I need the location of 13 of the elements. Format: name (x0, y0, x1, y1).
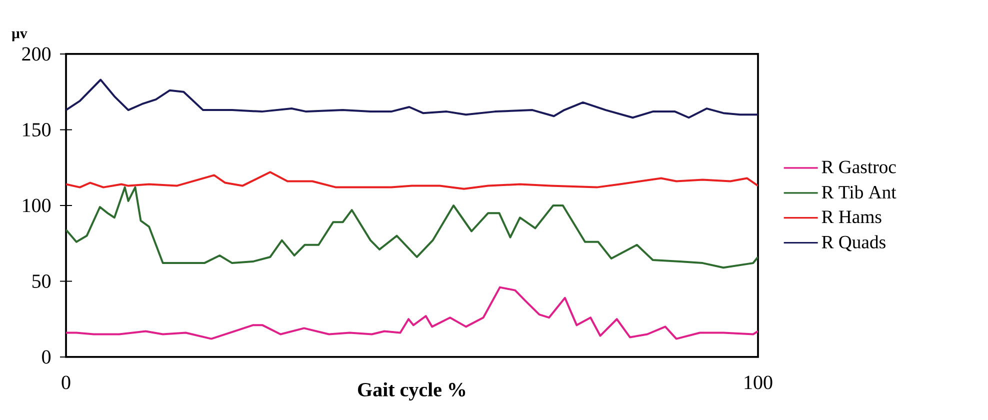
legend-label: R Hams (822, 210, 882, 224)
line-series (66, 78, 758, 119)
line-series (66, 286, 758, 340)
legend-label: R Tib Ant (822, 185, 896, 199)
y-axis-title: µv (12, 31, 28, 42)
legend-label: R Quads (822, 235, 886, 252)
y-tick-label: 50 (32, 274, 51, 288)
y-tick-label: 150 (23, 122, 51, 136)
legend-label: R Gastroc (822, 160, 896, 174)
y-tick-label: 100 (23, 198, 51, 212)
y-tick-label: 200 (22, 47, 51, 61)
x-axis-title: Gait cycle % (358, 382, 466, 401)
y-tick-label: 0 (42, 350, 51, 364)
